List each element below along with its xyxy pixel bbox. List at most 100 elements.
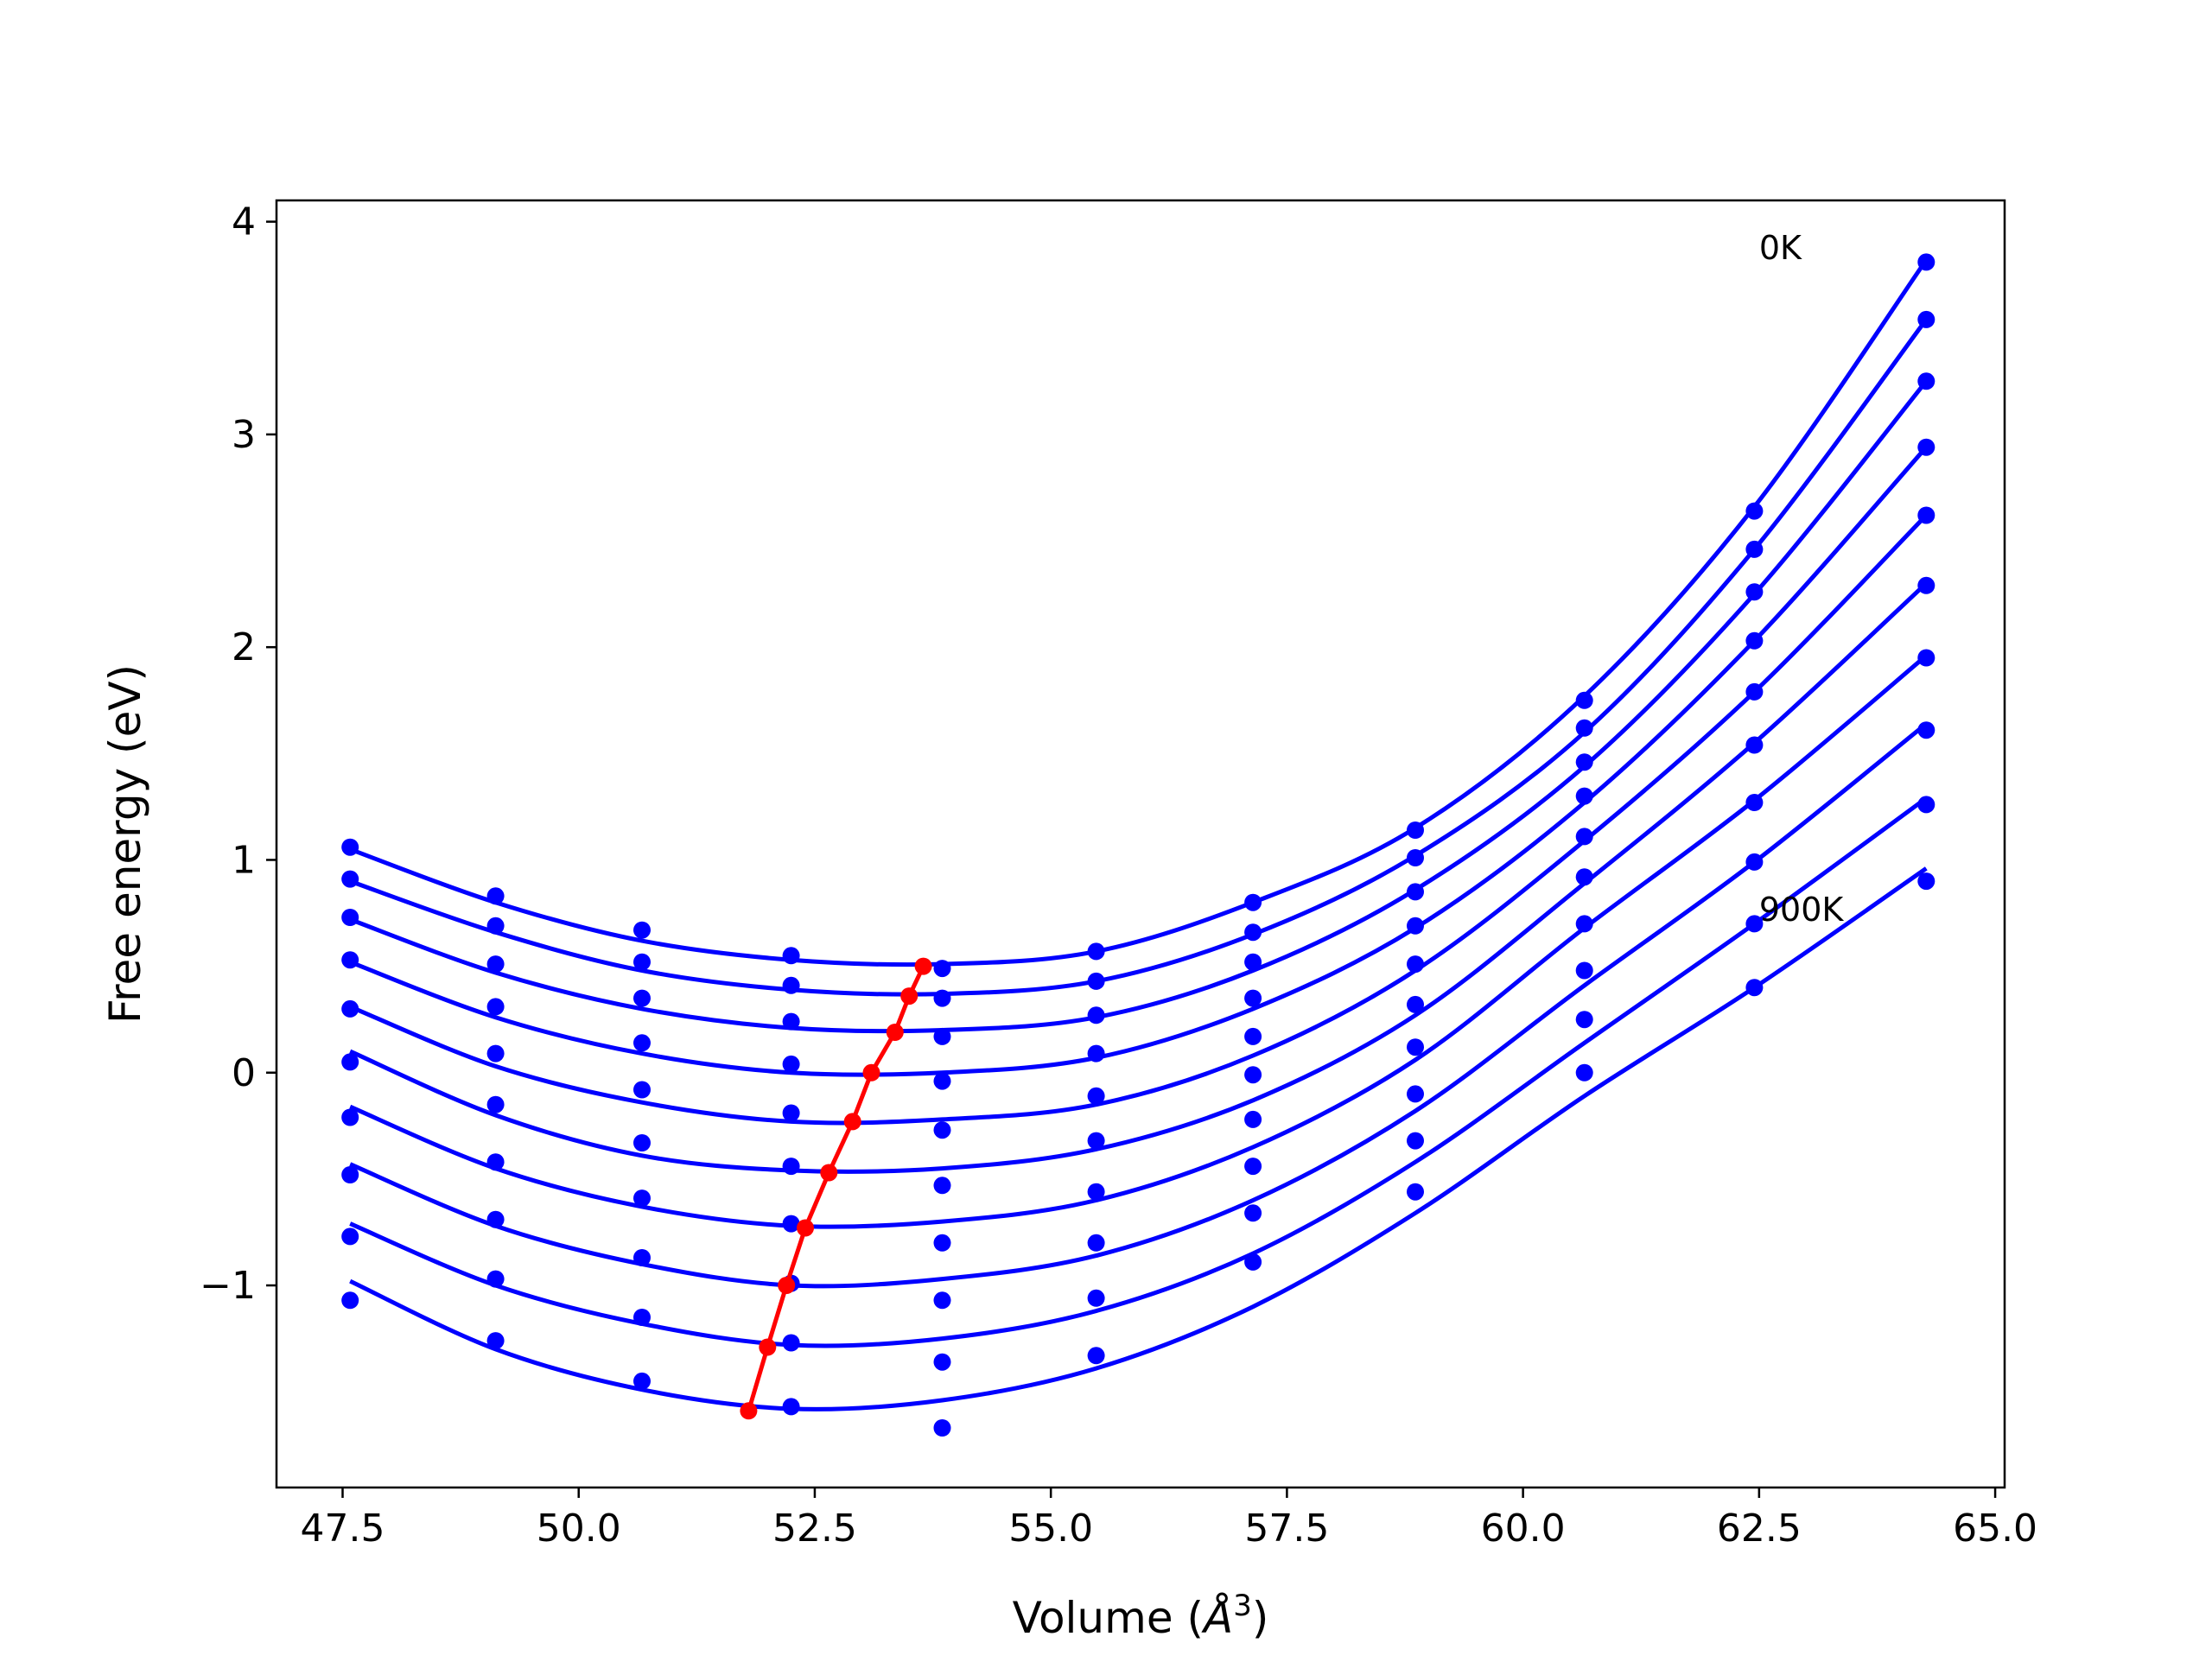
data-point-s5-0	[341, 1053, 359, 1071]
annotation-label-1: 900K	[1759, 891, 1845, 929]
y-axis-label: Free energy (eV)	[100, 664, 150, 1024]
data-point-s1-10	[1917, 310, 1936, 328]
data-point-s6-9	[1745, 794, 1764, 811]
x-tick-label-1: 50.0	[537, 1507, 621, 1551]
x-axis-label-superscript: 3	[1233, 1589, 1252, 1623]
data-point-s9-8	[1575, 1063, 1593, 1082]
data-point-s5-8	[1575, 868, 1593, 886]
data-point-s9-10	[1917, 872, 1936, 891]
x-axis: 47.5 50.0 52.5 55.0 57.5 60.0 62.5 65.0	[301, 1488, 2037, 1551]
data-point-s3-1	[486, 998, 505, 1016]
data-point-s0-1	[486, 887, 505, 905]
data-point-s4-1	[486, 1044, 505, 1063]
minima-point-7	[778, 1277, 796, 1294]
fit-curve-3	[349, 446, 1929, 1077]
fit-curve-9	[349, 866, 1928, 1411]
data-point-s3-0	[341, 951, 359, 969]
fit-curve-8	[349, 796, 1928, 1348]
data-point-s2-6	[1244, 953, 1262, 971]
data-point-s7-8	[1575, 961, 1593, 980]
data-point-s7-6	[1244, 1158, 1262, 1176]
x-axis-label: Volume (Å3)	[1013, 1589, 1269, 1643]
data-point-s2-5	[1087, 1006, 1105, 1024]
minima-point-3	[862, 1063, 880, 1082]
minima-point-0	[914, 957, 932, 975]
data-point-s1-9	[1745, 540, 1764, 558]
data-point-s5-6	[1244, 1066, 1262, 1084]
x-axis-label-text: Volume (	[1013, 1593, 1204, 1643]
data-point-s0-6	[1244, 893, 1262, 911]
data-point-s0-8	[1575, 691, 1593, 709]
minima-point-1	[900, 987, 918, 1005]
data-point-s6-8	[1575, 915, 1593, 933]
y-tick-label-4: 3	[232, 413, 256, 457]
annotations-layer: 0K 900K	[1759, 229, 1845, 929]
data-point-s7-2	[633, 1249, 651, 1266]
data-point-s8-4	[933, 1353, 951, 1371]
data-point-s9-0	[341, 1291, 359, 1310]
data-point-s1-4	[933, 989, 951, 1007]
data-point-s8-9	[1745, 915, 1764, 933]
minima-point-2	[886, 1024, 904, 1041]
data-point-s2-2	[633, 989, 651, 1007]
data-point-s1-1	[486, 917, 505, 935]
data-point-s9-4	[933, 1419, 951, 1437]
data-point-s8-2	[633, 1309, 651, 1326]
data-point-s2-10	[1917, 372, 1936, 390]
data-point-s9-6	[1244, 1253, 1262, 1271]
data-point-s9-2	[633, 1372, 651, 1390]
minima-point-8	[759, 1338, 777, 1356]
data-point-s1-0	[341, 870, 359, 888]
data-point-s0-3	[782, 947, 800, 965]
data-point-s1-7	[1407, 849, 1424, 866]
data-point-s6-1	[486, 1153, 505, 1171]
data-point-s4-5	[1087, 1087, 1105, 1105]
data-point-s9-3	[782, 1398, 800, 1416]
data-point-s2-1	[486, 955, 505, 974]
data-point-s5-7	[1407, 995, 1424, 1013]
fit-curve-2	[349, 379, 1929, 1034]
data-point-s1-2	[633, 953, 651, 971]
minima-point-5	[820, 1164, 838, 1182]
annotation-label-0: 0K	[1759, 229, 1802, 267]
data-point-s7-4	[933, 1291, 951, 1310]
data-point-s2-8	[1575, 753, 1593, 771]
y-tick-label-2: 1	[232, 838, 256, 882]
data-point-s2-3	[782, 1012, 800, 1031]
data-point-s0-0	[341, 838, 359, 856]
data-point-s5-9	[1745, 736, 1764, 754]
data-point-s4-8	[1575, 828, 1593, 846]
fit-curve-0	[349, 258, 1929, 967]
data-point-s6-6	[1244, 1110, 1262, 1128]
fit-curves-layer	[349, 258, 1929, 1411]
data-point-s0-4	[933, 960, 951, 978]
data-point-s6-7	[1407, 1038, 1424, 1056]
fit-curve-6	[349, 654, 1928, 1229]
data-point-s7-1	[486, 1210, 505, 1228]
data-point-s9-5	[1087, 1347, 1105, 1365]
data-point-s1-5	[1087, 972, 1105, 990]
data-point-s5-5	[1087, 1132, 1105, 1150]
data-point-s4-9	[1745, 682, 1764, 701]
data-point-s3-2	[633, 1034, 651, 1052]
fit-curve-7	[349, 721, 1928, 1289]
x-tick-label-7: 65.0	[1953, 1507, 2037, 1551]
data-point-s8-10	[1917, 796, 1936, 814]
y-tick-label-1: 0	[232, 1051, 256, 1095]
data-point-s4-3	[782, 1104, 800, 1122]
data-point-s6-5	[1087, 1183, 1105, 1201]
plot-frame	[275, 199, 2006, 1489]
data-point-s8-8	[1575, 1011, 1593, 1029]
data-point-s6-4	[933, 1234, 951, 1252]
data-point-s8-7	[1407, 1132, 1424, 1150]
data-point-s4-0	[341, 999, 359, 1018]
data-point-s5-10	[1917, 576, 1936, 594]
y-tick-label-5: 4	[232, 200, 256, 244]
data-point-s0-2	[633, 921, 651, 939]
data-point-s4-2	[633, 1081, 651, 1099]
data-point-s0-5	[1087, 942, 1105, 961]
data-point-s8-0	[341, 1227, 359, 1246]
fit-curve-5	[349, 581, 1929, 1174]
data-point-s0-10	[1917, 253, 1936, 271]
